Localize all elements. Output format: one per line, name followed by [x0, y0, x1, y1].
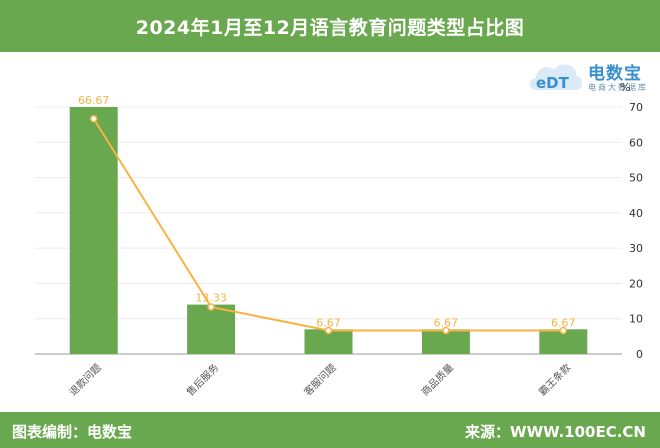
y-axis-unit: % [620, 81, 631, 94]
y-tick-label: 20 [629, 277, 643, 290]
x-tick-label: 商品质量 [419, 361, 456, 398]
x-tick-label: 客服问题 [301, 361, 338, 398]
y-tick-label: 60 [629, 136, 643, 149]
chart-title: 2024年1月至12月语言教育问题类型占比图 [135, 16, 525, 39]
x-tick-label: 退款问题 [66, 361, 103, 398]
line-point [442, 326, 450, 335]
bar [187, 304, 236, 354]
x-axis-labels: 退款问题 售后服务 客服问题 商品质量 霸王条款 [66, 361, 573, 398]
line-series [89, 115, 568, 335]
grid-lines [35, 106, 622, 355]
data-label: 6.67 [434, 316, 459, 329]
x-tick-label: 霸王条款 [536, 361, 573, 398]
data-labels: 66.67 13.33 6.67 6.67 6.67 [78, 94, 576, 329]
line-point [559, 326, 568, 335]
x-tick-label: 售后服务 [184, 361, 221, 398]
data-label: 6.67 [316, 316, 341, 329]
chart-footer: 图表编制：电数宝 来源：WWW.100EC.CN [0, 412, 660, 448]
y-tick-label: 70 [629, 101, 643, 114]
line-point [324, 326, 333, 335]
data-label: 13.33 [195, 292, 227, 305]
bar-series [69, 107, 588, 354]
footer-source: 来源：WWW.100EC.CN [465, 423, 646, 441]
data-label: 66.67 [78, 94, 110, 107]
chart-header: 2024年1月至12月语言教育问题类型占比图 [0, 0, 660, 52]
line-point [89, 115, 98, 123]
line-point [207, 303, 215, 311]
bar [69, 107, 118, 354]
y-tick-label: 10 [629, 313, 643, 326]
footer-credit: 图表编制：电数宝 [12, 423, 133, 441]
logo-mark: eDT [536, 74, 570, 92]
data-label: 6.67 [551, 316, 576, 329]
y-tick-label: 50 [629, 172, 643, 185]
y-tick-label: 0 [636, 348, 643, 361]
y-axis-ticks: 0 10 20 30 40 50 60 70 [629, 101, 643, 361]
edt-logo: eDT 电数宝 电商大数据库 [526, 56, 660, 98]
logo-subtitle: 电商大数据库 [588, 83, 648, 92]
logo-brand: 电数宝 [588, 64, 642, 84]
line-path [92, 118, 564, 332]
y-tick-label: 30 [629, 242, 643, 255]
cloud-logo-icon [530, 64, 582, 90]
y-tick-label: 40 [629, 207, 643, 220]
